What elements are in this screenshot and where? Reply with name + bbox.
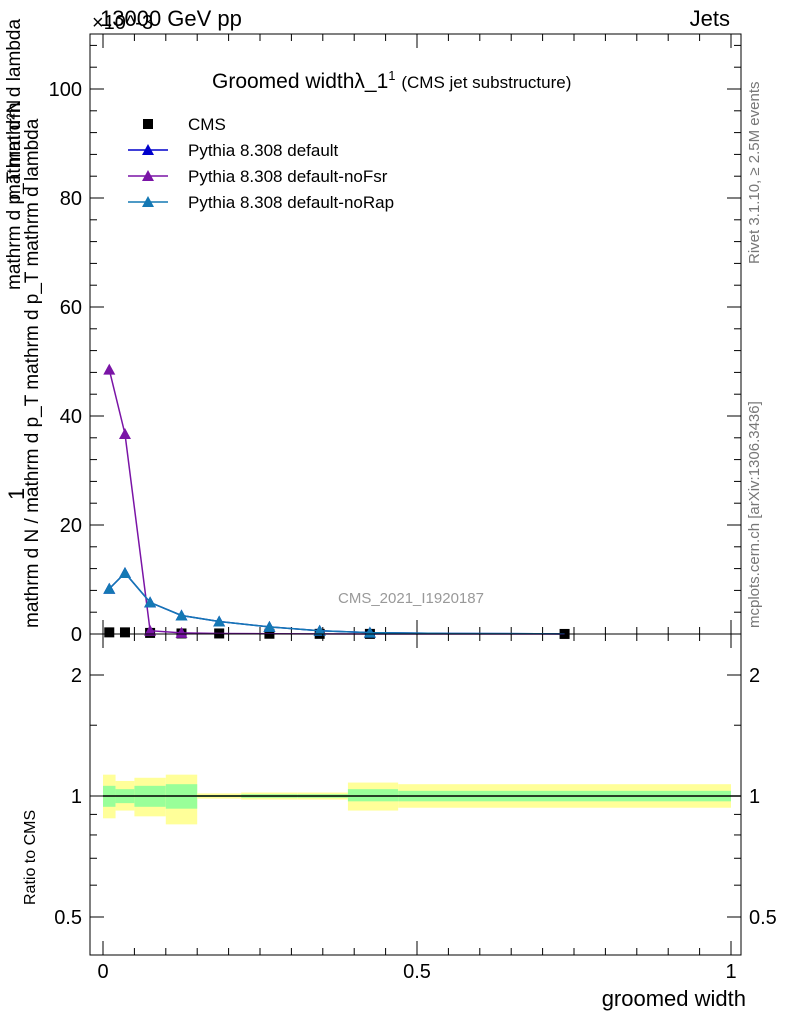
data-point-triangle (363, 626, 376, 638)
series-pythia-8-308-default-nofsr (103, 363, 565, 638)
x-axis-label: groomed width (601, 986, 746, 1011)
data-point-square (104, 627, 115, 638)
data-point-triangle (118, 566, 131, 578)
series-line (108, 571, 565, 635)
data-point-triangle (213, 615, 226, 627)
title-lambda: λ_1 (354, 70, 389, 93)
y-tick-label: 80 (60, 188, 82, 210)
data-point-triangle (144, 596, 157, 608)
y-multiplier-label: ×10^-3 (92, 12, 154, 34)
legend-marker-triangle (142, 196, 154, 207)
y-tick-label: 100 (49, 79, 82, 101)
plot-title: Groomed widthλ_11 (CMS jet substructure) (212, 68, 571, 94)
y-tick-label: 60 (60, 297, 82, 319)
uncertainty-band-inner (347, 789, 399, 802)
legend-entry: Pythia 8.308 default (128, 141, 339, 160)
series-line (108, 369, 565, 635)
x-tick-label: 0.5 (403, 961, 431, 983)
legend-label: Pythia 8.308 default-noFsr (188, 167, 388, 186)
legend-entry: Pythia 8.308 default-noFsr (128, 167, 388, 186)
legend-label: CMS (188, 115, 226, 134)
ratio-y-tick-label-right: 2 (749, 665, 760, 687)
energy-label: 13000 GeV pp (100, 6, 242, 31)
ratio-y-label: Ratio to CMS (22, 809, 39, 905)
category-label: Jets (689, 6, 730, 31)
ratio-y-tick-label-right: 1 (749, 786, 760, 808)
y-tick-label: 0 (71, 624, 82, 646)
legend-label: Pythia 8.308 default (188, 141, 339, 160)
main-plot-layer: 0 20 40 60 80 100 CMS Pythia 8.308 default Pythi… (49, 33, 742, 646)
data-point-triangle (175, 626, 188, 638)
data-point-triangle (103, 582, 116, 594)
legend-label: Pythia 8.308 default-noRap (188, 193, 394, 212)
ratio-plot-frame (89, 633, 742, 956)
rivet-version-label: Rivet 3.1.10, ≥ 2.5M events (746, 81, 763, 265)
title-sub: (CMS jet substructure) (401, 73, 572, 92)
ratio-y-tick-label-right: 0.5 (749, 907, 777, 929)
data-point-square (119, 627, 130, 638)
x-tick-label: 0 (97, 961, 108, 983)
x-tick-label: 1 (725, 961, 736, 983)
legend-marker-triangle (142, 144, 154, 155)
data-point-triangle (263, 620, 276, 632)
mcplots-label: mcplots.cern.ch [arXiv:1306.3436] (746, 401, 763, 628)
series-line (108, 571, 565, 635)
legend-entry: Pythia 8.308 default-noRap (128, 193, 394, 212)
y-tick-label: 20 (60, 515, 82, 537)
data-point-triangle (118, 427, 131, 439)
series-pythia-8-308-default (103, 566, 565, 638)
title-sup: 1 (388, 68, 396, 83)
series-pythia-8-308-default-norap (103, 566, 565, 638)
title-main: Groomed width (212, 70, 355, 93)
y-tick-label: 40 (60, 406, 82, 428)
data-point-triangle (175, 609, 188, 621)
data-point-triangle (313, 624, 326, 636)
ratio-plot-layer: 0 0.5 1 0.5 0.5 1 1 2 2 (54, 633, 777, 983)
data-point-triangle (144, 624, 157, 636)
ratio-y-tick-label: 0.5 (54, 907, 82, 929)
legend-marker-square (143, 119, 153, 129)
analysis-watermark: CMS_2021_I1920187 (338, 590, 484, 607)
ratio-y-tick-label: 1 (71, 786, 82, 808)
legend-marker-triangle (142, 170, 154, 181)
ratio-y-tick-label: 2 (71, 665, 82, 687)
y-label-numerator-top: mathrm d²N (4, 99, 25, 200)
data-point-triangle (103, 363, 116, 375)
legend-entry: CMS (143, 115, 226, 134)
